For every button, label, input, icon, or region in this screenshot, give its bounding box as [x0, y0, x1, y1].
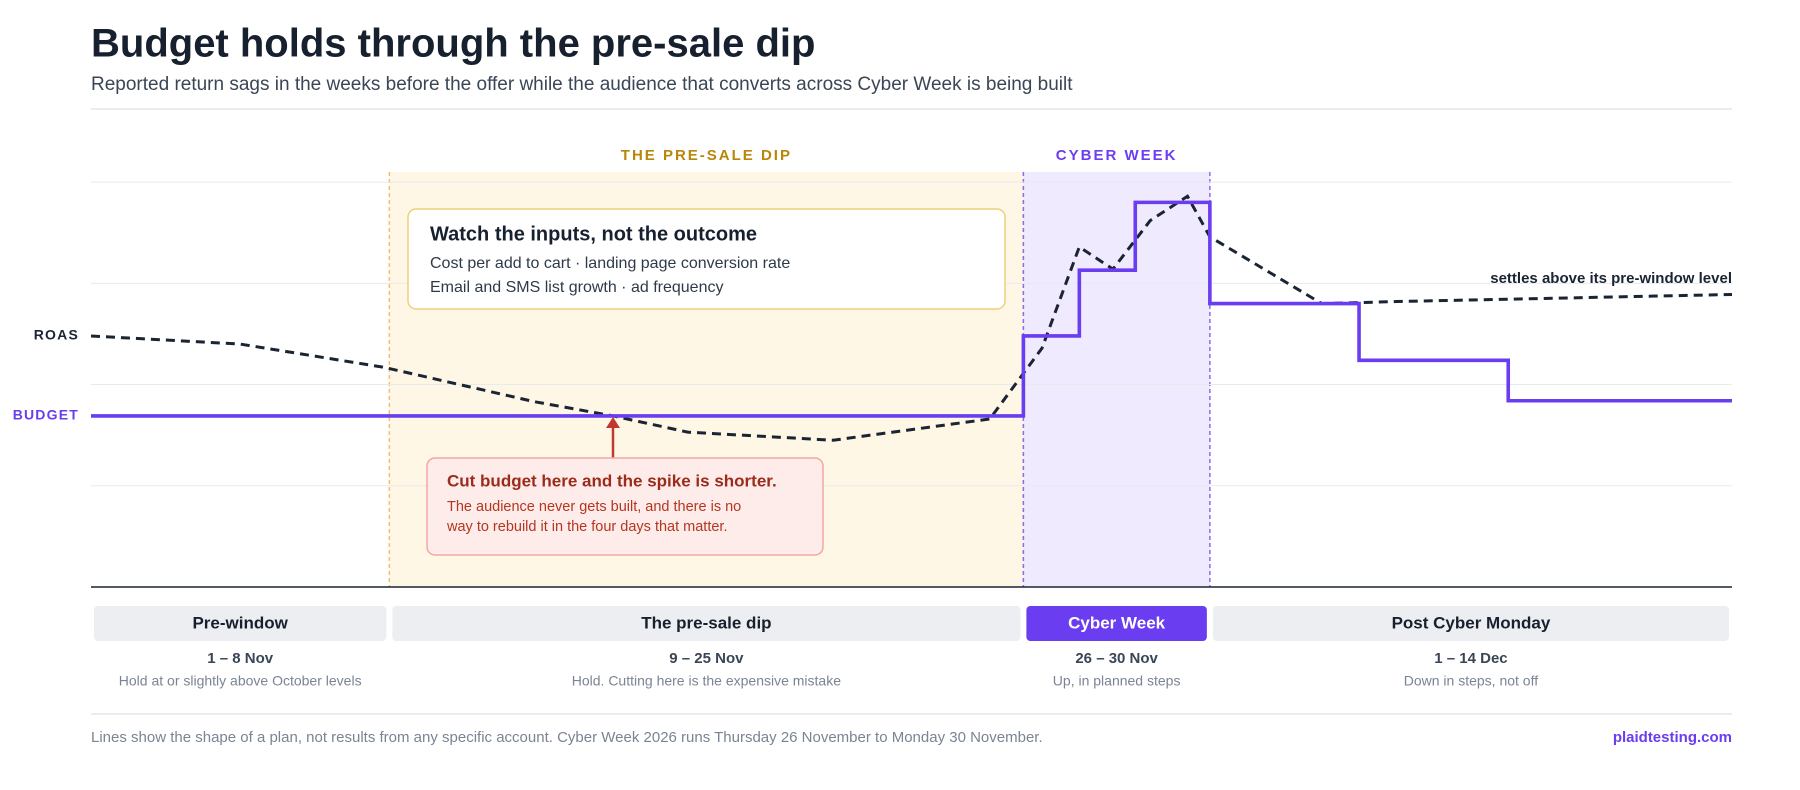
phase-dates: 26 – 30 Nov: [1075, 650, 1158, 667]
phase-card: [94, 606, 387, 641]
lines: ROAS BUDGET: [13, 194, 1733, 442]
callout-title: Cut budget here and the spike is shorter…: [447, 471, 777, 490]
phase-card: [1212, 606, 1729, 641]
phase-name: Post Cyber Monday: [1392, 613, 1551, 632]
annotations: settles above its pre-window level Watch …: [407, 208, 1732, 556]
chart-subtitle: Reported return sags in the weeks before…: [91, 74, 1073, 95]
chart-title: Budget holds through the pre-sale dip: [91, 22, 815, 66]
callout-box: [426, 457, 824, 556]
source-link[interactable]: plaidtesting.com: [1613, 729, 1732, 746]
callout-line: Cost per add to cart · landing page conv…: [430, 255, 790, 272]
line-annotation: settles above its pre-window level: [1490, 270, 1732, 287]
series-label: ROAS: [34, 327, 79, 343]
callout-title: Watch the inputs, not the outcome: [430, 223, 757, 245]
phase-name: The pre-sale dip: [641, 613, 771, 632]
phase-dates: 1 – 8 Nov: [207, 650, 274, 667]
callout-line: Email and SMS list growth · ad frequency: [430, 279, 723, 296]
region-label: THE PRE-SALE DIP: [621, 147, 792, 164]
phase-card: [392, 606, 1021, 641]
series-line: [90, 194, 1733, 442]
footer-note: Lines show the shape of a plan, not resu…: [91, 729, 1043, 746]
phase-note: Hold. Cutting here is the expensive mist…: [572, 673, 841, 689]
phase-dates: 9 – 25 Nov: [669, 650, 744, 667]
phase-dates: 1 – 14 Dec: [1434, 650, 1507, 667]
region: [1023, 172, 1210, 587]
series-line: [91, 200, 1732, 418]
phase-name: Pre-window: [192, 613, 288, 632]
series-label: BUDGET: [13, 407, 79, 423]
region-label: CYBER WEEK: [1056, 147, 1178, 164]
phase-note: Up, in planned steps: [1053, 673, 1181, 689]
phase-note: Down in steps, not off: [1404, 673, 1538, 689]
phase-name: Cyber Week: [1068, 613, 1166, 632]
phase-note: Hold at or slightly above October levels: [119, 673, 362, 689]
callout-line: way to rebuild it in the four days that …: [446, 519, 727, 535]
phase-card: [1026, 606, 1207, 641]
phases: Pre-window 1 – 8 Nov Hold at or slightly a…: [94, 606, 1729, 689]
grid: [91, 181, 1732, 588]
callout-arrowhead: [606, 417, 620, 428]
callout-box: [407, 208, 1006, 310]
callout-line: The audience never gets built, and there…: [447, 499, 741, 515]
